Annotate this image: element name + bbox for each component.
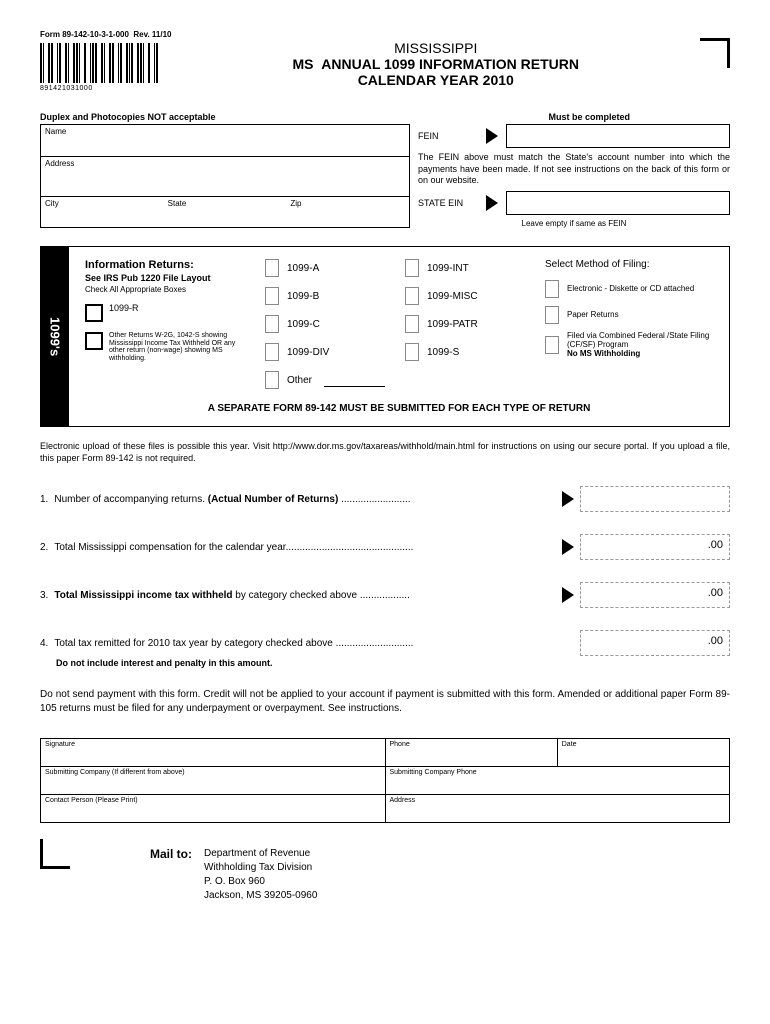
line1-num: 1. — [40, 494, 48, 505]
label-1099int: 1099-INT — [427, 263, 469, 274]
name-address-block: Name Address City State Zip — [40, 124, 410, 228]
mailto-line1: Department of Revenue — [204, 847, 317, 861]
checkbox-paper[interactable] — [545, 306, 559, 324]
form-rev: Rev. 11/10 — [133, 30, 171, 39]
checkbox-other[interactable] — [265, 371, 279, 389]
line4-note: Do not include interest and penalty in t… — [56, 658, 730, 668]
label-1099b: 1099-B — [287, 291, 319, 302]
line1-bold: (Actual Number of Returns) — [208, 494, 339, 505]
arrow-icon — [562, 491, 574, 507]
label-1099a: 1099-A — [287, 263, 319, 274]
returns-sub2: Check All Appropriate Boxes — [85, 285, 245, 294]
checkbox-electronic[interactable] — [545, 280, 559, 298]
corner-mark-tr — [700, 38, 730, 68]
name-field[interactable]: Name — [41, 125, 409, 157]
state-field[interactable]: State — [164, 197, 287, 210]
line2-amount[interactable]: .00 — [580, 534, 730, 560]
company-phone-field[interactable]: Submitting Company Phone — [385, 767, 730, 795]
title-line2: CALENDAR YEAR 2010 — [172, 72, 701, 88]
method-heading: Select Method of Filing: — [545, 259, 713, 270]
returns-heading: Information Returns: — [85, 259, 245, 271]
label-other: Other — [287, 375, 312, 386]
barcode — [40, 43, 172, 83]
state-name: MISSISSIPPI — [172, 40, 701, 56]
line4-num: 4. — [40, 638, 48, 649]
line1-text: Number of accompanying returns. — [54, 494, 205, 505]
line2-text: Total Mississippi compensation for the c… — [54, 542, 285, 553]
arrow-icon — [486, 128, 498, 144]
label-1099misc: 1099-MISC — [427, 291, 478, 302]
title-prefix: MS — [292, 56, 313, 72]
title-line1: ANNUAL 1099 INFORMATION RETURN — [321, 56, 579, 72]
checkbox-1099a[interactable] — [265, 259, 279, 277]
label-no-withholding: No MS Withholding — [567, 349, 640, 358]
label-1099patr: 1099-PATR — [427, 319, 478, 330]
checkbox-1099s[interactable] — [405, 343, 419, 361]
state-ein-label: STATE EIN — [418, 198, 478, 208]
form-id: Form 89-142-10-3-1-000 — [40, 30, 129, 39]
mailto-line4: Jackson, MS 39205-0960 — [204, 889, 317, 903]
label-other-returns: Other Returns W-2G, 1042-S showing Missi… — [109, 332, 245, 363]
leave-empty-note: Leave empty if same as FEIN — [418, 219, 730, 228]
mailto-line3: P. O. Box 960 — [204, 875, 317, 889]
line4-amount[interactable]: .00 — [580, 630, 730, 656]
address-field[interactable]: Address — [41, 157, 409, 197]
checkbox-1099r[interactable] — [85, 304, 103, 322]
fein-label: FEIN — [418, 131, 478, 141]
label-1099c: 1099-C — [287, 319, 320, 330]
fein-note: The FEIN above must match the State's ac… — [418, 152, 730, 187]
returns-sub1: See IRS Pub 1220 File Layout — [85, 273, 245, 283]
checkbox-1099div[interactable] — [265, 343, 279, 361]
line1-amount[interactable] — [580, 486, 730, 512]
corner-mark-bl — [40, 839, 70, 869]
zip-field[interactable]: Zip — [286, 197, 409, 210]
checkbox-combined[interactable] — [545, 336, 559, 354]
checkbox-1099misc[interactable] — [405, 287, 419, 305]
label-1099r: 1099-R — [109, 304, 139, 314]
checkbox-1099c[interactable] — [265, 315, 279, 333]
city-field[interactable]: City — [41, 197, 164, 210]
label-electronic: Electronic - Diskette or CD attached — [567, 285, 694, 294]
mailto-label: Mail to: — [150, 847, 192, 903]
label-1099s: 1099-S — [427, 347, 459, 358]
line4-text: Total tax remitted for 2010 tax year by … — [54, 638, 333, 649]
upload-note: Electronic upload of these files is poss… — [40, 441, 730, 464]
company-field[interactable]: Submitting Company (If different from ab… — [41, 767, 386, 795]
side-label-1099s: 1099's — [41, 247, 69, 426]
arrow-icon — [562, 587, 574, 603]
fein-input[interactable] — [506, 124, 730, 148]
other-fill-line[interactable] — [324, 373, 385, 387]
phone-field[interactable]: Phone — [385, 739, 557, 767]
signature-field[interactable]: Signature — [41, 739, 386, 767]
line3-bold: Total Mississippi income tax withheld — [54, 590, 232, 601]
checkbox-1099patr[interactable] — [405, 315, 419, 333]
arrow-icon — [562, 539, 574, 555]
title-block: MISSISSIPPI MS ANNUAL 1099 INFORMATION R… — [172, 30, 701, 88]
arrow-icon — [486, 195, 498, 211]
checkbox-1099b[interactable] — [265, 287, 279, 305]
separate-notice: A SEPARATE FORM 89-142 MUST BE SUBMITTED… — [85, 403, 713, 414]
checkbox-other-returns[interactable] — [85, 332, 103, 350]
label-1099div: 1099-DIV — [287, 347, 329, 358]
must-complete-notice: Must be completed — [548, 112, 630, 122]
date-field[interactable]: Date — [557, 739, 729, 767]
checkbox-1099int[interactable] — [405, 259, 419, 277]
sig-address-field[interactable]: Address — [385, 795, 730, 823]
payment-note: Do not send payment with this form. Cred… — [40, 688, 730, 716]
line3-num: 3. — [40, 590, 48, 601]
duplex-notice: Duplex and Photocopies NOT acceptable — [40, 112, 216, 122]
mailto-line2: Withholding Tax Division — [204, 861, 317, 875]
contact-field[interactable]: Contact Person (Please Print) — [41, 795, 386, 823]
state-ein-input[interactable] — [506, 191, 730, 215]
label-paper: Paper Returns — [567, 311, 619, 320]
form-id-block: Form 89-142-10-3-1-000 Rev. 11/10 891421… — [40, 30, 172, 92]
barcode-number: 891421031000 — [40, 85, 172, 92]
line3-amount[interactable]: .00 — [580, 582, 730, 608]
label-combined: Filed via Combined Federal /State Filing… — [567, 331, 709, 349]
signature-table: Signature Phone Date Submitting Company … — [40, 738, 730, 823]
line2-num: 2. — [40, 542, 48, 553]
line3-text: by category checked above — [233, 590, 358, 601]
